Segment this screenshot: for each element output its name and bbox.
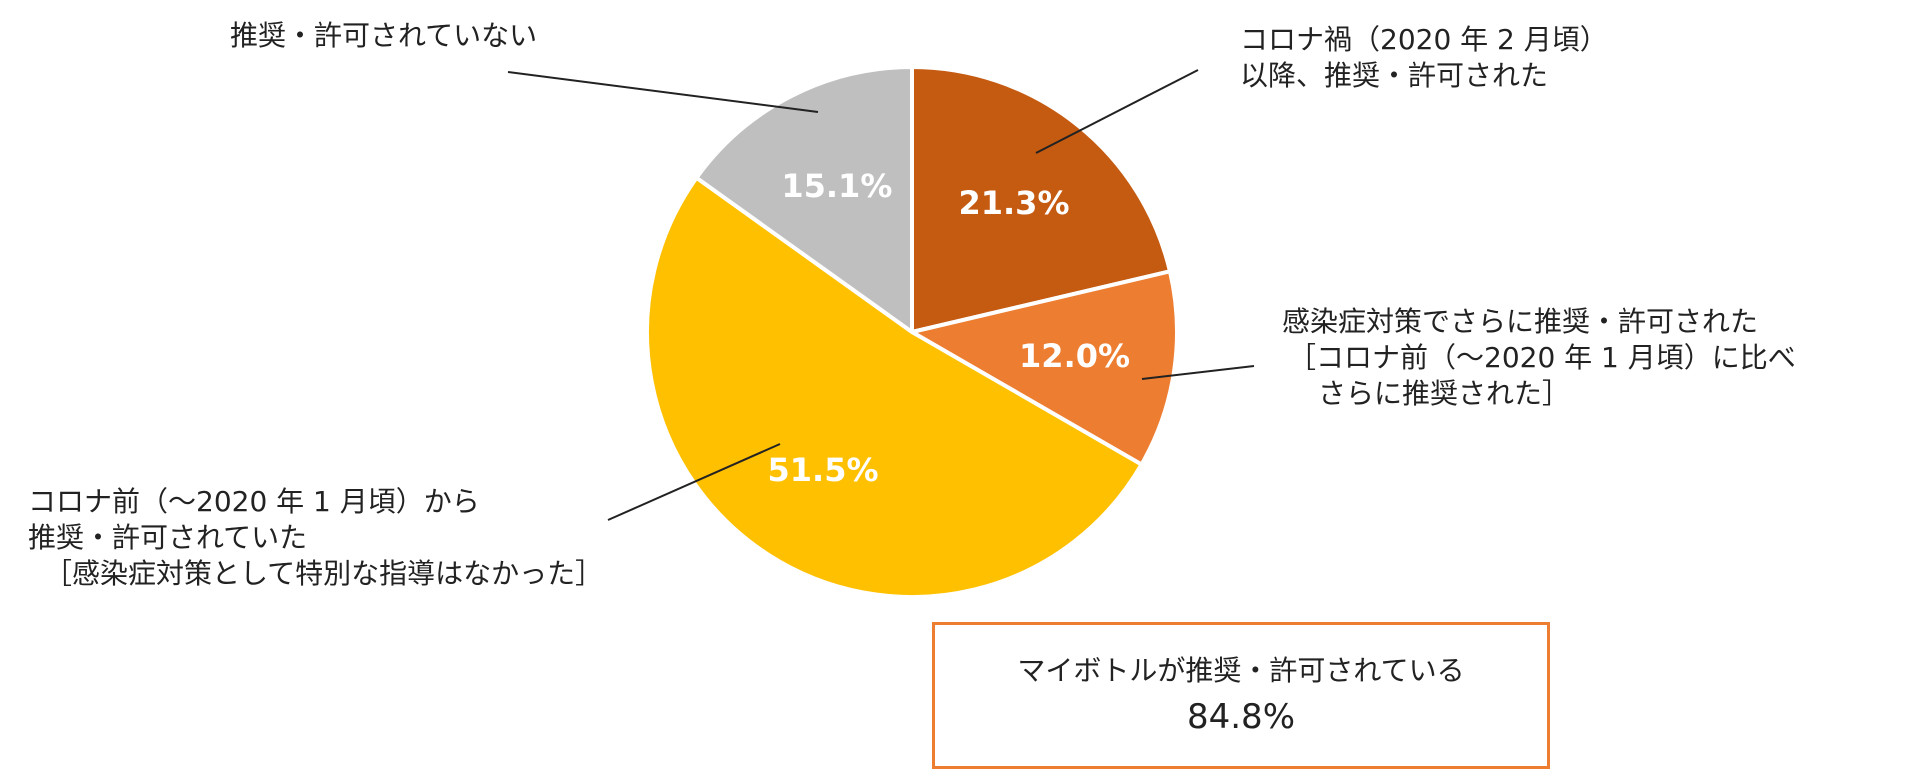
leader-lines [507, 69, 1255, 521]
annotation-line: コロナ禍（2020 年 2 月頃） [1240, 23, 1608, 56]
annotation-line: 推奨・許可されていた [28, 521, 308, 554]
pie-slices [645, 65, 1179, 599]
slice-value-label: 15.1% [781, 167, 892, 205]
leader-line [607, 443, 781, 521]
slice-value-label: 12.0% [1019, 337, 1130, 375]
annotation-line: さらに推奨された］ [1318, 377, 1571, 410]
annotation-line: コロナ前（～2020 年 1 月頃）から [28, 485, 480, 518]
pie-slice [910, 269, 1179, 467]
annotation-covid-onward: コロナ禍（2020 年 2 月頃） 以降、推奨・許可された [1240, 22, 1608, 94]
slice-value-label: 51.5% [768, 451, 879, 489]
annotation-line: 以降、推奨・許可された [1240, 59, 1549, 92]
pie-slice [910, 65, 1172, 334]
leader-line [1035, 69, 1199, 154]
annotation-line: ［コロナ前（～2020 年 1 月頃）に比べ [1288, 341, 1796, 374]
leader-line [507, 71, 819, 113]
annotation-line: 感染症対策でさらに推奨・許可された [1282, 305, 1759, 338]
summary-box: マイボトルが推奨・許可されている 84.8% [932, 622, 1550, 769]
pie-slice [645, 175, 1144, 599]
annotation-line: ［感染症対策として特別な指導はなかった］ [44, 557, 604, 590]
annotation-not-recommended: 推奨・許可されていない [230, 18, 537, 54]
pie-slice [694, 65, 914, 334]
summary-value: 84.8% [1186, 696, 1295, 737]
slice-value-label: 21.3% [958, 184, 1069, 222]
annotation-pre-covid: コロナ前（～2020 年 1 月頃）から 推奨・許可されていた ［感染症対策とし… [28, 484, 603, 592]
leader-line [1141, 365, 1255, 380]
annotation-line: 推奨・許可されていない [230, 19, 538, 52]
annotation-further-recommended: 感染症対策でさらに推奨・許可された ［コロナ前（～2020 年 1 月頃）に比べ… [1282, 304, 1796, 412]
value-labels: 21.3% 12.0% 51.5% 15.1% [768, 167, 1131, 489]
summary-label: マイボトルが推奨・許可されている [1017, 653, 1465, 687]
